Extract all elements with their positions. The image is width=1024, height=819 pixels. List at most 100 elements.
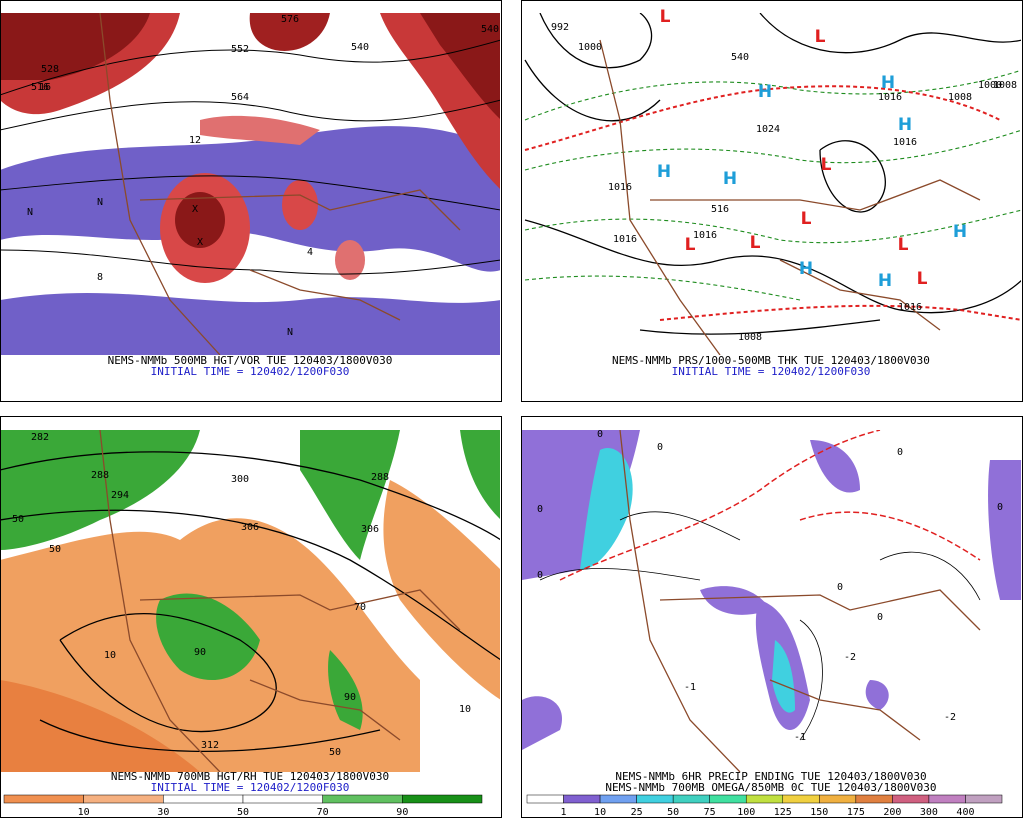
panel-frame (521, 0, 1023, 402)
contour-label: 540 (731, 52, 749, 63)
pressure-center: L (815, 27, 826, 47)
caption: NEMS-NMMb 700MB HGT/RH TUE 120403/1800V0… (111, 770, 389, 783)
contour-label: 0 (997, 502, 1003, 513)
contour-label: 1000 (978, 80, 1002, 91)
contour-label: 1016 (608, 182, 632, 193)
initial-time: INITIAL TIME = 120402/1200F030 (151, 781, 350, 794)
contour-label: 992 (551, 22, 569, 33)
colorbar-label: 30 (157, 807, 169, 818)
contour-label: -2 (944, 712, 956, 723)
pressure-center: H (799, 259, 813, 279)
colorbar-label: 50 (667, 807, 679, 818)
pressure-center: L (750, 233, 761, 253)
colorbar-swatch (892, 794, 930, 804)
colorbar-label: 100 (737, 807, 755, 818)
pressure-center: H (878, 271, 892, 291)
contour-label: N (287, 327, 293, 338)
contour-label: 1024 (756, 124, 780, 135)
initial-time: INITIAL TIME = 120402/1200F030 (151, 365, 350, 378)
colorbar-label: 1 (561, 807, 567, 818)
colorbar-label: 175 (847, 807, 865, 818)
contour-label: X (192, 204, 198, 215)
colorbar-swatch (709, 794, 747, 804)
contour-label: 1008 (993, 80, 1017, 91)
contour-label: 0 (657, 442, 663, 453)
contour-label: 288 (371, 472, 389, 483)
colorbar-swatch (782, 794, 820, 804)
caption: NEMS-NMMb 700MB OMEGA/850MB 0C TUE 12040… (605, 781, 936, 794)
pressure-center: L (801, 209, 812, 229)
contour-label: 0 (537, 504, 543, 515)
colorbar-swatch (745, 794, 784, 804)
contour-label: 576 (281, 14, 299, 25)
contour-label: 552 (231, 44, 249, 55)
pressure-center: L (898, 235, 909, 255)
contour-label: 1016 (893, 137, 917, 148)
colorbar-label: 10 (78, 807, 90, 818)
contour-label: 0 (877, 612, 883, 623)
contour-label: 540 (481, 24, 499, 35)
contour-label: 12 (189, 135, 201, 146)
colorbar-label: 70 (317, 807, 329, 818)
colorbar-swatch (163, 794, 244, 804)
contour-label: 1016 (898, 302, 922, 313)
pressure-center: L (685, 235, 696, 255)
colorbar-label: 10 (594, 807, 606, 818)
panel-frame (0, 416, 502, 818)
colorbar-swatch (3, 794, 84, 804)
contour-label: 312 (201, 740, 219, 751)
contour-label: 1008 (738, 332, 762, 343)
contour-label: 1016 (878, 92, 902, 103)
colorbar-swatch (402, 794, 483, 804)
colorbar-label: 400 (956, 807, 974, 818)
colorbar-swatch (83, 794, 164, 804)
contour-label: -1 (794, 732, 806, 743)
colorbar-label: 50 (237, 807, 249, 818)
contour-label: 90 (344, 692, 356, 703)
colorbar-label: 25 (631, 807, 643, 818)
pressure-center: H (898, 115, 912, 135)
colorbar-label: 150 (810, 807, 828, 818)
colorbar-swatch (672, 794, 710, 804)
caption: NEMS-NMMb 500MB HGT/VOR TUE 120403/1800V… (108, 354, 393, 367)
contour-label: -1 (684, 682, 696, 693)
contour-label: 516 (31, 82, 49, 93)
contour-label: 294 (111, 490, 129, 501)
contour-label: 50 (49, 544, 61, 555)
pressure-center: H (881, 73, 895, 93)
contour-label: 306 (241, 522, 259, 533)
colorbar-label: 125 (774, 807, 792, 818)
contour-label: 1000 (578, 42, 602, 53)
pressure-center: H (953, 222, 967, 242)
contour-label: 564 (231, 92, 249, 103)
pressure-center: H (758, 82, 772, 102)
colorbar-swatch (322, 794, 403, 804)
pressure-center: H (657, 162, 671, 182)
contour-label: 540 (351, 42, 369, 53)
pressure-center: L (660, 7, 671, 27)
contour-label: 0 (597, 429, 603, 440)
map-humidity (1, 430, 500, 772)
contour-label: 50 (12, 514, 24, 525)
contour-label: 0 (837, 582, 843, 593)
map-pressure (522, 13, 1021, 355)
caption: NEMS-NMMb PRS/1000-500MB THK TUE 120403/… (612, 354, 930, 367)
colorbar-swatch (855, 794, 893, 804)
pressure-center: L (821, 155, 832, 175)
contour-label: 1016 (613, 234, 637, 245)
contour-label: 16 (39, 82, 51, 93)
contour-label: 288 (91, 470, 109, 481)
contour-label: -2 (844, 652, 856, 663)
contour-label: 10 (104, 650, 116, 661)
map-precip (522, 430, 1021, 772)
contour-label: 516 (711, 204, 729, 215)
colorbar-swatch (599, 794, 637, 804)
initial-time: INITIAL TIME = 120402/1200F030 (672, 365, 871, 378)
contour-label: 4 (307, 247, 313, 258)
contour-label: 300 (231, 474, 249, 485)
colorbar-swatch (526, 794, 564, 804)
contour-label: 0 (537, 570, 543, 581)
contour-label: N (97, 197, 103, 208)
